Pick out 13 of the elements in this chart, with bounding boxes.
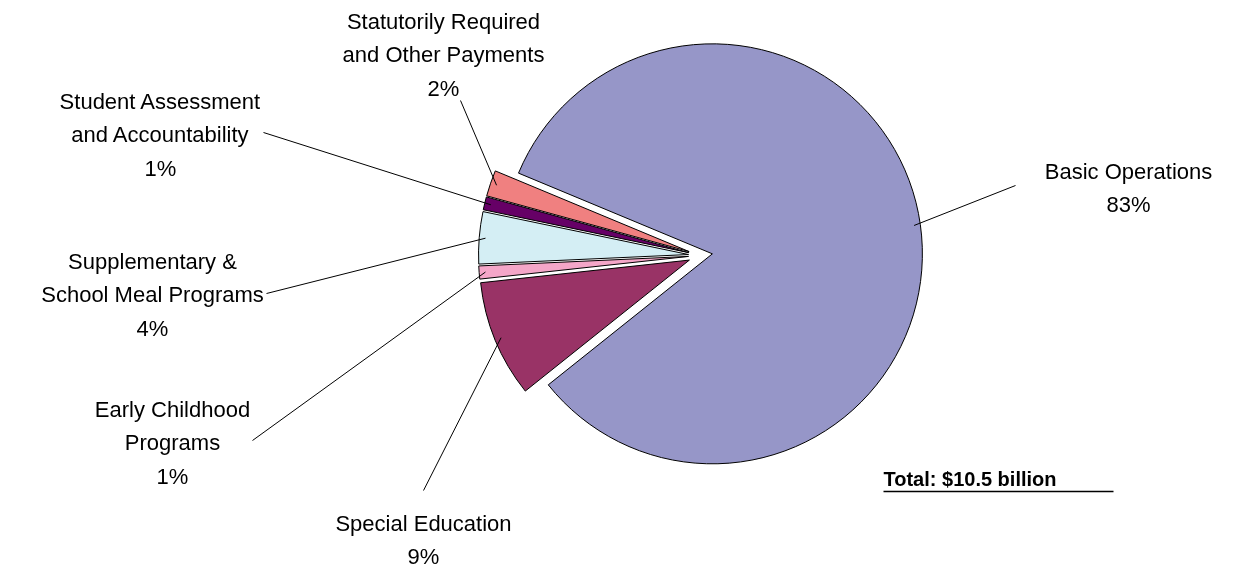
- slice-label: Supplementary & School Meal Programs: [41, 248, 264, 308]
- slice-label: Student Assessment and Accountability: [59, 88, 261, 148]
- slice-label: Early Childhood Programs: [94, 396, 251, 456]
- data-label: 83%: [1106, 192, 1151, 218]
- data-label: 2%: [427, 76, 460, 101]
- data-label: 9%: [407, 544, 440, 570]
- data-label: 1%: [156, 464, 189, 489]
- text: Total: $10.5 billion: [883, 467, 1057, 490]
- slice-label: Special Education: [335, 510, 512, 536]
- slice-label: Basic Operations: [1044, 158, 1213, 184]
- data-label: 1%: [144, 156, 177, 181]
- data-label: 4%: [136, 316, 169, 341]
- slice-label: Statutorily Required and Other Payments: [342, 8, 545, 68]
